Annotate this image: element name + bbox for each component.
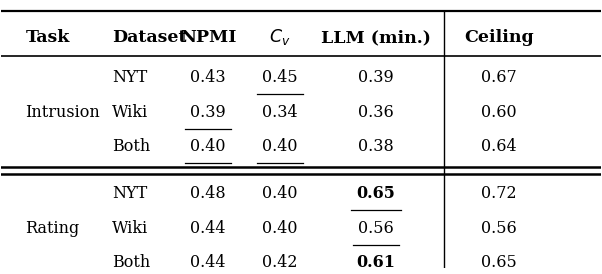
Text: 0.44: 0.44 (190, 220, 226, 237)
Text: NYT: NYT (112, 185, 147, 202)
Text: 0.34: 0.34 (262, 104, 298, 121)
Text: NYT: NYT (112, 69, 147, 86)
Text: 0.61: 0.61 (356, 255, 396, 272)
Text: 0.44: 0.44 (190, 255, 226, 272)
Text: 0.40: 0.40 (262, 185, 298, 202)
Text: 0.43: 0.43 (190, 69, 226, 86)
Text: $C_v$: $C_v$ (269, 27, 291, 47)
Text: 0.60: 0.60 (481, 104, 517, 121)
Text: 0.65: 0.65 (356, 185, 396, 202)
Text: LLM (min.): LLM (min.) (321, 29, 431, 46)
Text: 0.45: 0.45 (262, 69, 298, 86)
Text: 0.40: 0.40 (190, 138, 226, 155)
Text: Ceiling: Ceiling (464, 29, 533, 46)
Text: Intrusion: Intrusion (25, 104, 100, 121)
Text: Dataset: Dataset (112, 29, 187, 46)
Text: 0.56: 0.56 (358, 220, 394, 237)
Text: Wiki: Wiki (112, 104, 149, 121)
Text: 0.36: 0.36 (358, 104, 394, 121)
Text: 0.72: 0.72 (481, 185, 517, 202)
Text: 0.40: 0.40 (262, 138, 298, 155)
Text: 0.67: 0.67 (481, 69, 517, 86)
Text: 0.56: 0.56 (481, 220, 517, 237)
Text: 0.39: 0.39 (358, 69, 394, 86)
Text: 0.42: 0.42 (262, 255, 298, 272)
Text: Rating: Rating (25, 220, 79, 237)
Text: Wiki: Wiki (112, 220, 149, 237)
Text: Task: Task (25, 29, 70, 46)
Text: 0.39: 0.39 (190, 104, 226, 121)
Text: 0.65: 0.65 (481, 255, 517, 272)
Text: 0.64: 0.64 (481, 138, 517, 155)
Text: Both: Both (112, 138, 150, 155)
Text: Both: Both (112, 255, 150, 272)
Text: 0.48: 0.48 (190, 185, 226, 202)
Text: NPMI: NPMI (180, 29, 237, 46)
Text: 0.38: 0.38 (358, 138, 394, 155)
Text: 0.40: 0.40 (262, 220, 298, 237)
